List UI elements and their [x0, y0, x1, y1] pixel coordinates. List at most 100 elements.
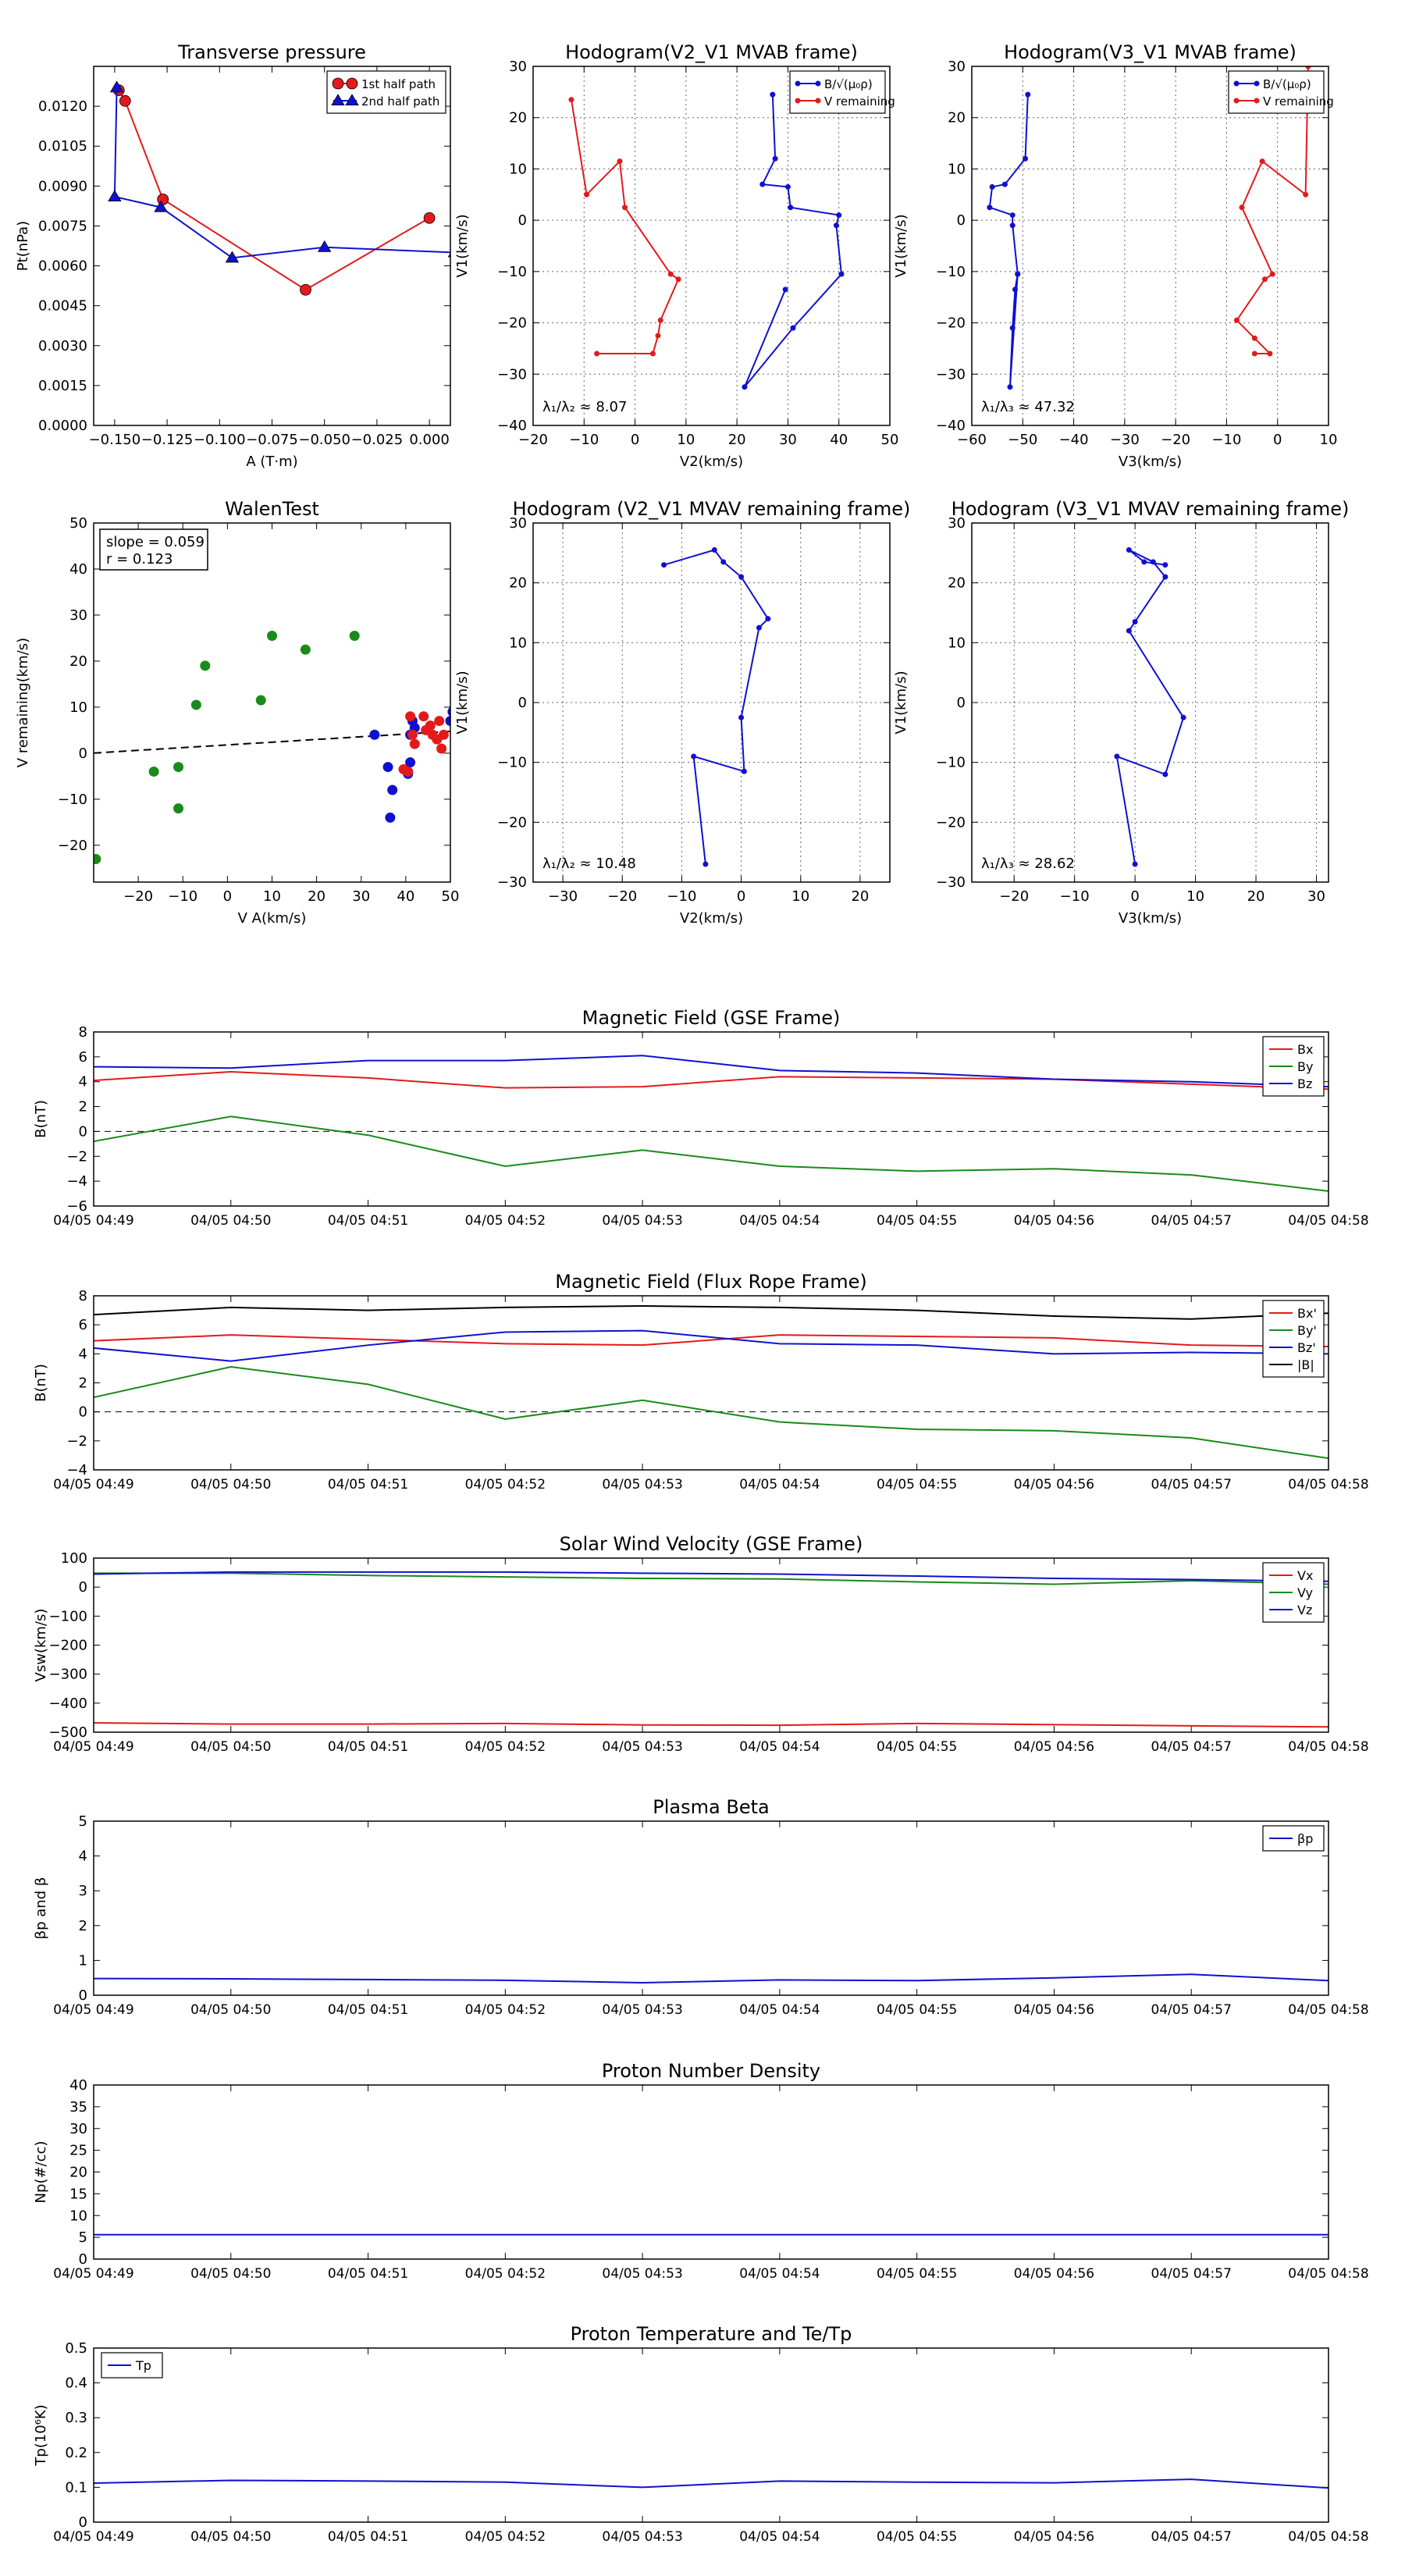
data-point [1132, 619, 1138, 624]
series-line-1 [94, 1366, 1329, 1460]
data-point [661, 562, 667, 568]
x-tick-label: −0.150 [89, 432, 141, 448]
data-point [94, 854, 101, 865]
data-point [594, 350, 600, 357]
chart-title: Hodogram (V2_V1 MVAV remaining frame) [513, 498, 911, 520]
x-tick-label: 04/05 04:53 [602, 2529, 682, 2545]
data-point [190, 699, 201, 710]
y-tick-label: 0.0000 [38, 418, 87, 434]
series-line-0 [744, 94, 843, 388]
y-tick-label: −300 [49, 1667, 87, 1683]
series-line-0 [94, 1973, 1329, 1984]
series-line-0 [94, 2478, 1329, 2489]
axes-frame [93, 1031, 1329, 1207]
y-tick-label: 0 [79, 2514, 87, 2531]
chart-wt: WalenTest −20 −10 0 10 20 30 40 50 −20 −10 0 10 20 30 4… [15, 498, 459, 927]
y-axis-label: βp and β [33, 1877, 49, 1940]
legend-marker [815, 98, 821, 104]
x-tick-label: −20 [123, 888, 153, 905]
x-tick-label: 04/05 04:57 [1151, 1213, 1232, 1229]
data-point [418, 711, 429, 722]
legend-label: B/√(μ₀ρ) [1263, 77, 1311, 91]
y-tick-label: −10 [58, 792, 87, 808]
x-tick-label: −20 [1161, 432, 1190, 448]
data-point [1132, 861, 1138, 867]
data-point [405, 711, 416, 722]
y-tick-label: −30 [936, 366, 966, 382]
data-point [267, 630, 277, 641]
chart-h2: Hodogram(V3_V1 MVAB frame) −60 −50 −40 −30 −2… [893, 41, 1337, 470]
data-point [421, 724, 432, 735]
y-tick-label: 50 [69, 515, 87, 532]
y-tick-label: −200 [49, 1638, 87, 1654]
data-point [423, 212, 436, 224]
y-tick-label: 20 [69, 653, 87, 670]
legend: βp [1262, 1825, 1325, 1852]
plot-area [94, 1571, 1329, 1728]
x-tick-label: 04/05 04:49 [53, 1477, 133, 1493]
legend-marker [1254, 98, 1260, 104]
x-tick-label: 04/05 04:50 [190, 1739, 271, 1755]
data-point [369, 729, 380, 740]
legend-marker [1254, 80, 1260, 87]
data-point [157, 193, 169, 205]
x-tick-label: 04/05 04:57 [1151, 2002, 1232, 2018]
x-tick-label: −10 [1060, 888, 1090, 905]
plot-area [108, 80, 450, 296]
x-tick-label: 40 [397, 888, 414, 905]
chart-mf: Magnetic Field (GSE Frame) 04/05 04:49 04/… [33, 1007, 1369, 1229]
y-tick-label: 20 [509, 575, 527, 592]
x-tick-label: 04/05 04:50 [190, 2002, 271, 2018]
y-tick-label: 2 [79, 1375, 87, 1392]
x-tick-label: 10 [791, 888, 809, 905]
data-point [1150, 559, 1156, 565]
data-point [711, 547, 717, 553]
legend-label: Vy [1297, 1585, 1313, 1600]
data-point [1126, 547, 1132, 553]
legend-marker [346, 77, 358, 90]
legend-label: Vx [1297, 1568, 1313, 1583]
data-point [1162, 574, 1168, 580]
x-tick-label: −0.100 [194, 432, 246, 448]
data-point [741, 768, 747, 774]
data-point [1251, 335, 1257, 341]
data-point [300, 283, 311, 296]
x-tick-label: 04/05 04:53 [602, 1213, 682, 1229]
series-line-3 [94, 1305, 1329, 1320]
x-tick-label: 04/05 04:54 [739, 2529, 820, 2545]
x-tick-label: 20 [1247, 888, 1265, 905]
y-tick-label: 6 [79, 1049, 87, 1066]
data-point [385, 812, 396, 823]
data-point [445, 716, 450, 727]
y-axis-label: Tp(10⁶K) [33, 2404, 49, 2466]
y-tick-label: −20 [936, 814, 966, 831]
chart-title: WalenTest [225, 498, 319, 520]
y-tick-label: 0.0105 [38, 138, 87, 155]
y-axis-label: V1(km/s) [454, 671, 471, 734]
legend-box [1228, 70, 1325, 114]
y-tick-label: −20 [497, 814, 527, 831]
y-tick-label: 10 [948, 161, 966, 177]
chart-title: Magnetic Field (GSE Frame) [582, 1007, 841, 1029]
y-tick-label: −40 [497, 418, 527, 434]
x-tick-label: −30 [548, 888, 578, 905]
y-tick-label: 25 [69, 2143, 87, 2159]
y-tick-label: −40 [936, 418, 966, 434]
y-tick-label: 5 [79, 1813, 87, 1830]
y-tick-label: −10 [936, 755, 966, 771]
series-line-1 [94, 1572, 1329, 1585]
y-tick-label: 30 [948, 515, 966, 532]
y-tick-label: 8 [79, 1024, 87, 1041]
plot-area [568, 91, 845, 390]
x-tick-label: 04/05 04:50 [190, 2529, 271, 2545]
y-tick-label: 0 [957, 212, 966, 229]
y-tick-label: −30 [497, 366, 527, 382]
data-point [836, 212, 842, 219]
data-point [318, 240, 332, 252]
data-point [1009, 325, 1016, 331]
x-tick-label: 04/05 04:57 [1151, 2266, 1232, 2282]
data-point [759, 181, 766, 187]
x-tick-label: 04/05 04:49 [53, 2529, 133, 2545]
y-tick-label: 30 [509, 515, 527, 532]
